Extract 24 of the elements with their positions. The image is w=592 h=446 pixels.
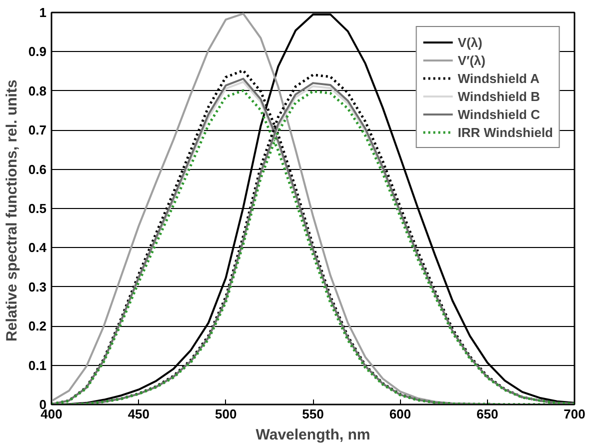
y-tick-label: 1 bbox=[39, 5, 47, 20]
y-tick-label: 0.7 bbox=[28, 122, 47, 138]
y-tick-label: 0.4 bbox=[28, 240, 48, 256]
y-axis-title: Relative spectral functions, rel. units bbox=[3, 80, 20, 342]
legend-label: V′(λ) bbox=[458, 52, 486, 69]
y-tick-label: 0.6 bbox=[28, 162, 47, 177]
y-tick-label: 0.2 bbox=[28, 318, 47, 334]
y-tick-label: 0.5 bbox=[28, 201, 47, 216]
x-tick-label: 550 bbox=[302, 406, 324, 422]
x-tick-label: 650 bbox=[476, 406, 498, 422]
y-tick-label: 0.8 bbox=[28, 83, 47, 98]
legend-label: Windshield B bbox=[458, 88, 540, 105]
x-tick-label: 450 bbox=[128, 406, 150, 422]
legend-label: Windshield A bbox=[458, 70, 540, 87]
x-axis-title: Wavelength, nm bbox=[256, 426, 370, 444]
legend-label: V(λ) bbox=[458, 34, 482, 51]
x-tick-label: 600 bbox=[389, 406, 412, 422]
x-tick-label: 500 bbox=[214, 406, 237, 422]
legend-label: IRR Windshield bbox=[458, 124, 553, 141]
y-tick-label: 0.3 bbox=[28, 279, 47, 294]
legend-label: Windshield C bbox=[458, 106, 540, 123]
y-tick-label: 0.9 bbox=[28, 44, 47, 60]
y-tick-label: 0.1 bbox=[28, 358, 47, 373]
x-tick-label: 700 bbox=[564, 406, 586, 422]
